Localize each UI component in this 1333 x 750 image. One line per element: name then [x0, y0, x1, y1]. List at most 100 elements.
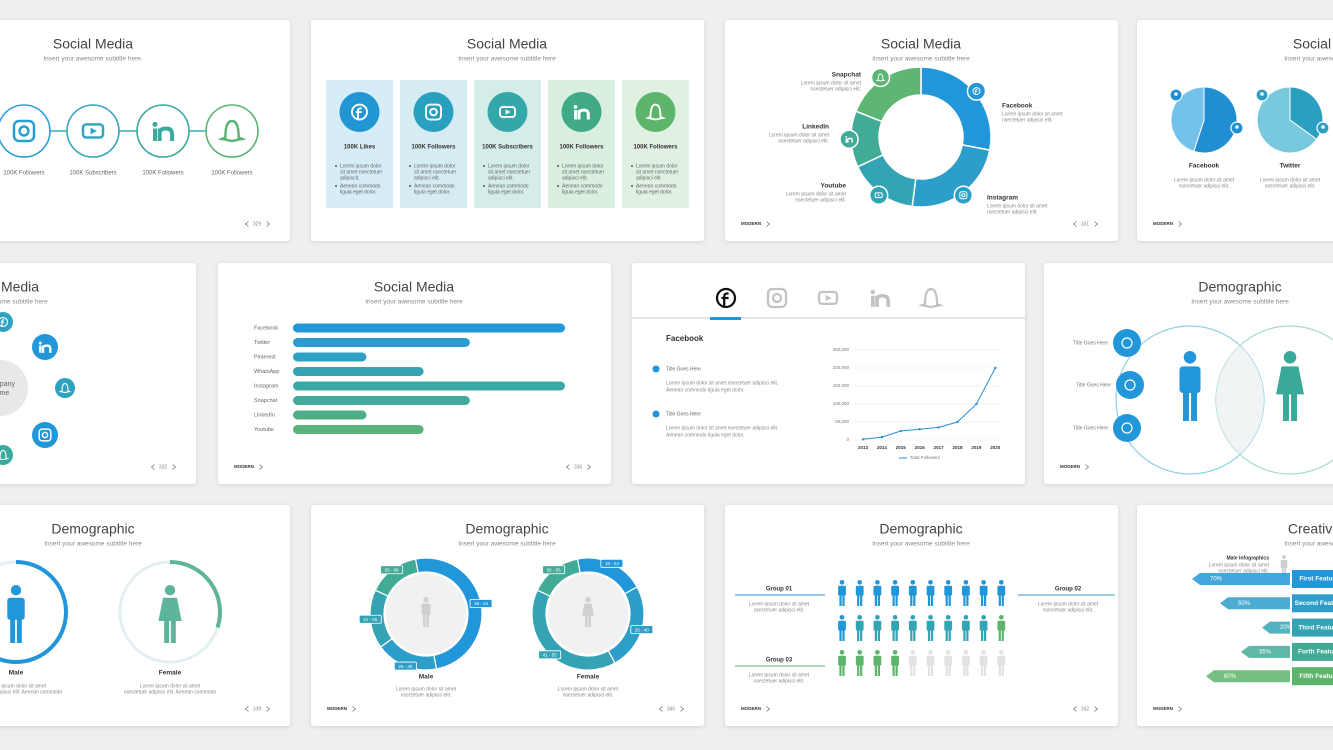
label-box	[1292, 667, 1333, 686]
slide-title: Social Media	[374, 279, 454, 295]
line-point	[861, 438, 865, 441]
icon	[41, 431, 49, 439]
person-leg	[842, 595, 845, 606]
y-tick-label: 50,000	[835, 419, 849, 424]
age-label: 41 - 55	[363, 617, 378, 622]
slide-subtitle: Insert your awesome subtitle here	[872, 541, 970, 548]
person-head	[892, 580, 898, 585]
brand: MODERN	[741, 706, 761, 711]
arrow-bar	[1206, 670, 1290, 683]
person-body	[926, 585, 935, 596]
icon	[499, 106, 516, 118]
arrow-bar	[1241, 645, 1290, 658]
person-body	[7, 597, 25, 620]
icon	[959, 191, 968, 200]
person-head	[875, 650, 880, 655]
age-label: 18 - 24	[474, 601, 489, 606]
pager-arrow	[244, 706, 249, 712]
age-badge	[538, 650, 562, 660]
slide-card	[1137, 505, 1333, 726]
card-label: 100K Followers	[559, 145, 604, 151]
person-leg	[910, 595, 913, 606]
person-head	[981, 615, 986, 620]
person-head	[585, 597, 591, 603]
legend-label: Facebook	[1002, 103, 1033, 110]
bullet	[483, 185, 485, 187]
icon	[39, 345, 42, 353]
title-label: Title Goes Here	[1073, 340, 1108, 346]
value-label: 35%	[1259, 649, 1272, 655]
legend-label: LinkedIn	[802, 124, 829, 131]
venn-right	[1215, 325, 1333, 475]
body-text: ligula eget dolor.	[562, 189, 598, 195]
person-body	[421, 603, 431, 615]
group-name: Group 02	[1055, 587, 1082, 593]
icon	[12, 119, 36, 143]
age-badge	[380, 565, 404, 575]
icon	[41, 344, 52, 353]
person-head	[963, 580, 969, 585]
body-text: Name	[0, 390, 9, 397]
label-box	[1292, 618, 1333, 637]
person-leg	[1191, 391, 1197, 421]
person-leg	[874, 595, 878, 606]
bullet	[483, 165, 485, 167]
slide-card	[632, 263, 1025, 484]
slide: Social Media Insert your awesome subtitle…	[218, 263, 611, 484]
body-text: Lorem ipsum dolor sit amet	[1260, 177, 1321, 183]
person-leg	[895, 630, 898, 641]
person-body	[891, 585, 899, 596]
person-leg	[874, 665, 878, 676]
person-body	[997, 620, 1006, 631]
age-label: 41 - 55	[543, 653, 558, 658]
slide-title: Social Media	[53, 36, 133, 52]
pie-label: Twitter	[1280, 163, 1301, 170]
icon	[18, 125, 30, 137]
person-icon	[582, 597, 594, 627]
body-text: Lorem ipsum dolor	[636, 163, 678, 169]
icon	[974, 88, 978, 95]
person-head	[928, 615, 933, 620]
person-head	[910, 580, 916, 585]
body-text: nsectetuer adipisci elit. Aenean commodo	[124, 689, 216, 695]
slide-title: Demographic	[1198, 279, 1281, 295]
brand: MODERN	[1060, 464, 1080, 469]
person-leg	[423, 614, 426, 627]
heading: Male Infographics	[1226, 555, 1269, 561]
person-leg	[426, 614, 429, 627]
body-text: nsectetuer adipisci elit.	[795, 197, 846, 203]
pager-arrow	[259, 464, 264, 470]
person-icon	[873, 650, 882, 676]
person-leg	[588, 614, 591, 627]
slide: Demographic Insert your awesome subtitle …	[725, 505, 1118, 726]
body-text: ligula eget dolor.	[340, 189, 376, 195]
body-text: Aenean commodo ligula eget dolor.	[666, 387, 744, 393]
person-leg	[839, 665, 842, 676]
bullet	[631, 165, 633, 167]
body-text: adipisci elit.	[488, 175, 514, 181]
badge-glyph	[1321, 125, 1325, 129]
value-label: 70%	[1210, 577, 1223, 583]
bar-label: Snapchat	[254, 398, 278, 404]
body-text: nsectetuer adipisci elit.	[401, 692, 452, 698]
person-head	[945, 580, 951, 585]
bar	[293, 338, 470, 347]
body-text: Lorem ipsum dolor sit amet	[749, 672, 810, 678]
card-label: 100K Likes	[344, 145, 376, 151]
age-label: 18 - 24	[605, 561, 620, 566]
slide-subtitle: Insert your awesome subtitle here	[365, 299, 463, 306]
person-leg	[948, 665, 951, 676]
x-tick-label: 2020	[990, 445, 1001, 450]
ring-value	[0, 560, 68, 664]
age-label: 56 - 65	[547, 567, 562, 572]
x-tick-label: 2015	[896, 445, 907, 450]
page-number: 340	[667, 706, 676, 712]
person-body	[908, 655, 917, 666]
body-text: Lorem ipsum dolor sit amet nsectetuer ad…	[666, 380, 778, 386]
pager-arrow	[565, 464, 570, 470]
slide-title: Social Media	[0, 279, 39, 295]
person-leg	[927, 665, 931, 676]
body-text: Lorem ipsum dolor sit amet	[140, 683, 201, 689]
title-label: Title Goes Here	[1073, 425, 1108, 431]
person-body	[944, 655, 953, 666]
